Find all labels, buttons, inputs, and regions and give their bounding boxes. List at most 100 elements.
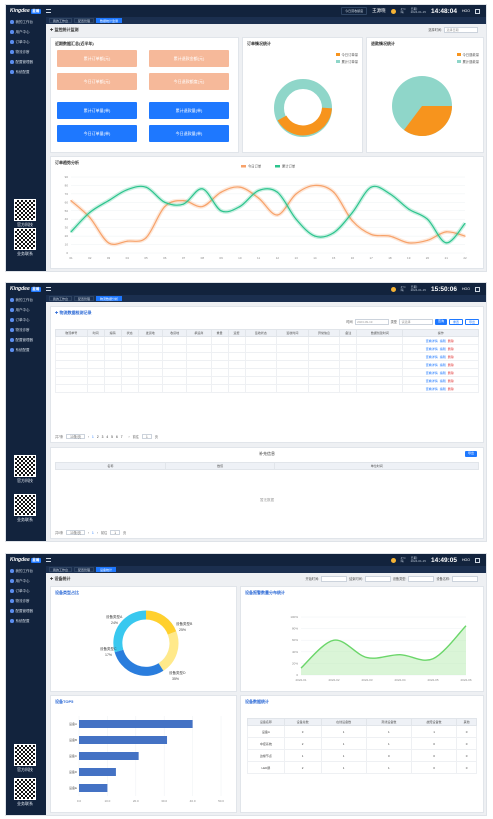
data-point bbox=[107, 200, 110, 202]
pager-size-select[interactable]: 10条/页 bbox=[66, 434, 85, 439]
tab-workbench[interactable]: 我的工作台 bbox=[49, 296, 73, 301]
sidebar-item-users[interactable]: 用户中心 bbox=[6, 305, 46, 315]
tab-device-stats[interactable]: 设备统计 bbox=[96, 567, 117, 572]
pager-page[interactable]: 4 bbox=[106, 434, 109, 439]
pager-page[interactable]: 1 bbox=[92, 530, 94, 535]
table-row: 中控系统 2 1 1 0 0 bbox=[247, 737, 477, 750]
pager-prev-icon[interactable]: ‹ bbox=[87, 530, 90, 535]
sidebar-item-users[interactable]: 用户中心 bbox=[6, 576, 46, 586]
sidebar-item-config[interactable]: 配置管理器 bbox=[6, 57, 46, 67]
sidebar-item-config[interactable]: 配置管理器 bbox=[6, 335, 46, 345]
delete-link[interactable]: 删除 bbox=[447, 378, 454, 383]
x-tick-label: 2022-04 bbox=[394, 678, 405, 682]
pager-page[interactable]: 5 bbox=[111, 434, 113, 439]
kingdee-logo: Kingdee 星瀚 bbox=[10, 286, 41, 292]
view-detail-link[interactable]: 查看详情 bbox=[425, 338, 438, 343]
sidebar-item-workbench[interactable]: 我的工作台 bbox=[6, 17, 46, 27]
reset-button[interactable]: 重置 bbox=[448, 319, 463, 325]
delete-link[interactable]: 删除 bbox=[447, 346, 454, 351]
menu-toggle-icon[interactable] bbox=[46, 558, 51, 562]
pager-goto-input[interactable]: 1 bbox=[110, 530, 121, 535]
edit-link[interactable]: 编辑 bbox=[439, 370, 446, 375]
pager-next-icon[interactable]: › bbox=[96, 530, 98, 535]
fullscreen-icon[interactable] bbox=[475, 557, 480, 563]
type-filter-select[interactable]: 请选择 bbox=[398, 319, 433, 325]
tab-config[interactable]: 配置管理 bbox=[74, 567, 95, 572]
view-detail-link[interactable]: 查看详情 bbox=[425, 370, 438, 375]
sidebar-item-logistics[interactable]: 物流诊断 bbox=[6, 596, 46, 606]
menu-toggle-icon[interactable] bbox=[46, 287, 51, 291]
sidebar-item-workbench[interactable]: 我的工作台 bbox=[6, 295, 46, 305]
detail-export-button[interactable]: 导出 bbox=[464, 451, 477, 457]
device-name-input[interactable] bbox=[452, 576, 478, 582]
sidebar-item-orders[interactable]: 订单中心 bbox=[6, 37, 46, 47]
pager-next-icon[interactable]: › bbox=[128, 434, 130, 439]
pager-prev-icon[interactable]: ‹ bbox=[87, 434, 90, 439]
date-filter-input[interactable]: 2023-09-19 bbox=[354, 319, 389, 325]
fullscreen-icon[interactable] bbox=[475, 286, 480, 292]
legend-label: 累计退款量 bbox=[462, 60, 479, 64]
tab-workbench[interactable]: 我的工作台 bbox=[49, 18, 73, 23]
menu-toggle-icon[interactable] bbox=[46, 9, 51, 13]
edit-link[interactable]: 编辑 bbox=[439, 378, 446, 383]
sidebar-item-logistics[interactable]: 物流诊断 bbox=[6, 325, 46, 335]
location-pill: 今日营收额度 bbox=[341, 7, 368, 15]
table-cell bbox=[244, 384, 278, 393]
sidebar-item-orders[interactable]: 订单中心 bbox=[6, 586, 46, 596]
table-cell bbox=[307, 352, 341, 361]
pager-total: 共0条 bbox=[55, 531, 64, 535]
delete-link[interactable]: 删除 bbox=[447, 338, 454, 343]
edit-link[interactable]: 编辑 bbox=[439, 386, 446, 391]
tab-logistics[interactable]: 物流数据分析 bbox=[96, 296, 123, 301]
table-cell bbox=[276, 336, 309, 345]
edit-link[interactable]: 编辑 bbox=[439, 338, 446, 343]
user-name[interactable]: HOO bbox=[462, 9, 470, 13]
export-button[interactable]: 导出 bbox=[464, 319, 479, 325]
tab-config[interactable]: 配置管理 bbox=[74, 296, 95, 301]
sidebar-item-workbench[interactable]: 我的工作台 bbox=[6, 566, 46, 576]
pager-page[interactable]: 3 bbox=[101, 434, 104, 439]
table-cell bbox=[186, 344, 212, 353]
device-type-select[interactable] bbox=[408, 576, 435, 582]
sidebar-item-system[interactable]: 系统配置 bbox=[6, 67, 46, 77]
delete-link[interactable]: 删除 bbox=[447, 354, 454, 359]
table-cell: 1 bbox=[320, 749, 367, 762]
delete-link[interactable]: 删除 bbox=[447, 370, 454, 375]
x-tick-label: 14 bbox=[313, 256, 317, 260]
user-name[interactable]: HOO bbox=[462, 287, 470, 291]
end-date-input[interactable] bbox=[364, 576, 391, 582]
fullscreen-icon[interactable] bbox=[475, 8, 480, 14]
bar bbox=[79, 752, 139, 760]
start-date-input[interactable] bbox=[321, 576, 348, 582]
tab-stats[interactable]: 数据统计监测 bbox=[96, 18, 123, 23]
view-detail-link[interactable]: 查看详情 bbox=[425, 362, 438, 367]
date-filter-input[interactable]: 选择日期 bbox=[444, 27, 478, 33]
user-name[interactable]: HOO bbox=[462, 558, 470, 562]
sidebar-item-users[interactable]: 用户中心 bbox=[6, 27, 46, 37]
view-detail-link[interactable]: 查看详情 bbox=[425, 346, 438, 351]
x-tick-label: 02 bbox=[88, 256, 92, 260]
pager-size-select[interactable]: 10条/页 bbox=[66, 530, 85, 535]
edit-link[interactable]: 编辑 bbox=[439, 354, 446, 359]
pager-page[interactable]: 7 bbox=[120, 434, 123, 439]
data-point bbox=[239, 186, 241, 188]
view-detail-link[interactable]: 查看详情 bbox=[425, 386, 438, 391]
edit-link[interactable]: 编辑 bbox=[439, 346, 446, 351]
sidebar-item-logistics[interactable]: 物流诊断 bbox=[6, 47, 46, 57]
sidebar-item-system[interactable]: 系统配置 bbox=[6, 616, 46, 626]
pager-page[interactable]: 2 bbox=[96, 434, 99, 439]
view-detail-link[interactable]: 查看详情 bbox=[425, 354, 438, 359]
edit-link[interactable]: 编辑 bbox=[439, 362, 446, 367]
view-detail-link[interactable]: 查看详情 bbox=[425, 378, 438, 383]
delete-link[interactable]: 删除 bbox=[447, 362, 454, 367]
sidebar-item-system[interactable]: 系统配置 bbox=[6, 345, 46, 355]
sidebar-item-orders[interactable]: 订单中心 bbox=[6, 315, 46, 325]
tab-workbench[interactable]: 我的工作台 bbox=[49, 567, 73, 572]
pager-page[interactable]: 1 bbox=[92, 434, 94, 439]
pager-page[interactable]: 6 bbox=[115, 434, 118, 439]
query-button[interactable]: 查询 bbox=[434, 319, 447, 325]
delete-link[interactable]: 删除 bbox=[447, 386, 454, 391]
tab-config[interactable]: 配置管理 bbox=[74, 18, 95, 23]
sidebar-item-config[interactable]: 配置管理器 bbox=[6, 606, 46, 616]
pager-goto-input[interactable]: 1 bbox=[141, 434, 152, 439]
